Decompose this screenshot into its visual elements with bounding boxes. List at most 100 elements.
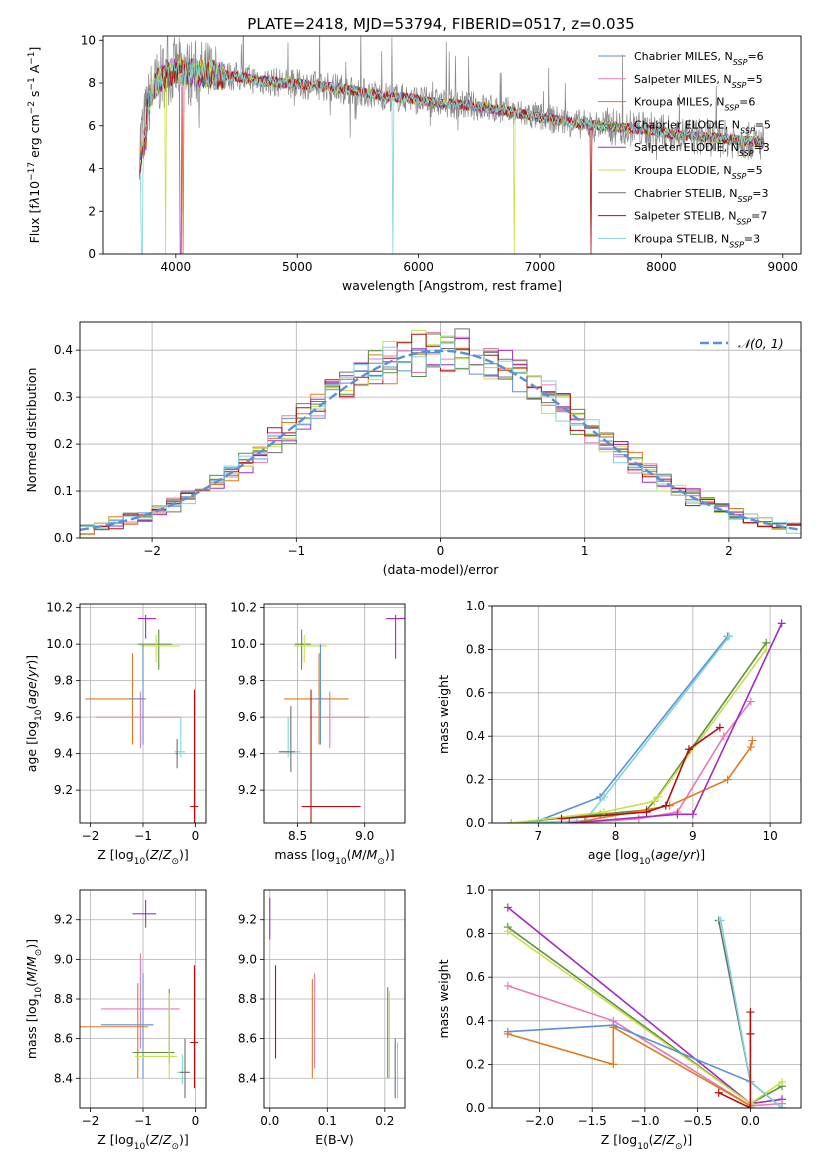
weight-point-marker xyxy=(650,797,659,806)
x-axis-label: mass [log10(M/M⊙)] xyxy=(274,847,394,867)
y-tick-label: 0.0 xyxy=(466,1101,485,1115)
y-tick-label: 1.0 xyxy=(466,883,485,897)
x-axis-label: E(B-V) xyxy=(315,1132,354,1147)
weight-point-marker xyxy=(746,1104,755,1108)
y-tick-label: 0.4 xyxy=(54,343,73,357)
mass-vs-ebv-panel: 0.0 0.1 0.2 8.4 8.6 8.8 9.0 9.2 E(B-V) xyxy=(238,889,406,1147)
y-tick-label: 9.8 xyxy=(238,674,257,688)
weight-point-marker xyxy=(725,632,734,641)
y-tick-label: 8.8 xyxy=(54,992,73,1006)
weight-line xyxy=(569,623,783,823)
legend-label: Salpeter STELIB, NSSP=7 xyxy=(634,210,767,227)
weight-point-marker xyxy=(557,814,566,823)
y-tick-label: 0.4 xyxy=(466,729,485,743)
y-tick-label: 8.6 xyxy=(54,1032,73,1046)
y-tick-label: 9.8 xyxy=(54,674,73,688)
y-tick-label: 0.2 xyxy=(466,773,485,787)
x-tick-label: −2.0 xyxy=(525,1114,554,1128)
x-tick-label: 0 xyxy=(192,1114,200,1128)
normal-curve-line xyxy=(80,349,801,531)
plot-area xyxy=(269,897,399,1099)
y-tick-label: 6 xyxy=(88,119,96,133)
x-tick-label: −2 xyxy=(82,1114,100,1128)
y-axis-label: Flux [fλ10−17 erg cm−2 s−1 A−1] xyxy=(27,47,42,244)
x-tick-label: −1 xyxy=(134,1114,152,1128)
histogram-step-line xyxy=(80,341,801,534)
weight-point-marker xyxy=(503,927,512,936)
y-tick-label: 8.6 xyxy=(238,1032,257,1046)
x-tick-label: 10 xyxy=(762,829,777,843)
weight-point-marker xyxy=(746,697,755,706)
plot-frame xyxy=(79,321,802,539)
weight-point-marker xyxy=(503,1029,512,1038)
y-tick-label: 0.1 xyxy=(54,484,73,498)
weight-point-marker xyxy=(778,1104,787,1108)
y-tick-label: 9.0 xyxy=(238,952,257,966)
y-tick-label: 2 xyxy=(88,204,96,218)
y-tick-label: 0.8 xyxy=(466,927,485,941)
x-tick-label: 8000 xyxy=(646,260,677,274)
legend-label: Chabrier STELIB, NSSP=3 xyxy=(634,187,768,204)
legend-label: 𝒩(0, 1) xyxy=(738,336,784,351)
plot-area xyxy=(139,36,765,254)
plot-frame xyxy=(79,889,207,1109)
y-tick-label: 1.0 xyxy=(466,599,485,613)
plot-frame xyxy=(263,603,406,824)
weight-point-marker xyxy=(746,1029,755,1038)
y-tick-label: 0.2 xyxy=(466,1057,485,1071)
weight-point-marker xyxy=(654,792,663,801)
weight-point-marker xyxy=(777,619,786,628)
legend-label: Kroupa ELODIE, NSSP=5 xyxy=(634,164,763,181)
x-tick-label: 0.2 xyxy=(375,1114,394,1128)
x-tick-label: 4000 xyxy=(161,260,192,274)
y-tick-label: 10.0 xyxy=(46,637,73,651)
x-tick-label: 8 xyxy=(612,829,620,843)
legend-label: Salpeter ELODIE, NSSP=3 xyxy=(634,141,770,158)
plot-frame xyxy=(79,603,207,824)
weight-point-marker xyxy=(746,743,755,752)
residuals-histogram-panel: −2 −1 0 1 2 0.0 0.1 0.2 0.3 0.4 (data-model)/error… xyxy=(24,321,802,577)
weight-point-marker xyxy=(572,819,581,823)
weight-point-marker xyxy=(661,801,670,810)
spectrum-panel: 4000 5000 6000 7000 8000 9000 0 2 4 6 8 10 wavelengt… xyxy=(27,33,802,293)
x-tick-label: −1 xyxy=(134,829,152,843)
x-tick-label: 0.0 xyxy=(741,1114,760,1128)
x-tick-label: −1 xyxy=(287,544,305,558)
weight-line xyxy=(507,1025,751,1107)
weight-vs-age-panel: 7 8 9 10 0.0 0.2 0.4 0.6 0.8 1.0 age [log10(age/yr… xyxy=(436,599,802,867)
x-tick-label: 8.5 xyxy=(288,829,307,843)
legend-label: Kroupa STELIB, NSSP=3 xyxy=(634,232,760,249)
y-tick-label: 9.4 xyxy=(54,747,73,761)
y-tick-label: 4 xyxy=(88,162,96,176)
y-tick-label: 8.4 xyxy=(54,1071,73,1085)
x-tick-label: −0.5 xyxy=(683,1114,712,1128)
weight-vs-metallicity-panel: −2.0 −1.5 −1.0 −0.5 0.0 0.0 0.2 0.4 0.6 0.8 1.0 Z [… xyxy=(436,883,802,1152)
x-axis-label: Z [log10(Z/Z⊙)] xyxy=(97,1132,189,1152)
legend-label: Kroupa MILES, NSSP=6 xyxy=(634,96,755,113)
y-tick-label: 9.0 xyxy=(54,952,73,966)
mass-vs-metallicity-panel: −2 −1 0 8.4 8.6 8.8 9.0 9.2 Z [log10(Z/Z⊙)] mass … xyxy=(24,889,207,1152)
y-tick-label: 0.2 xyxy=(54,437,73,451)
weight-line xyxy=(511,635,730,823)
x-tick-label: −2 xyxy=(82,829,100,843)
weight-point-marker xyxy=(503,903,512,912)
y-tick-label: 9.6 xyxy=(238,710,257,724)
x-tick-label: 0.1 xyxy=(318,1114,337,1128)
y-tick-label: 8.8 xyxy=(238,992,257,1006)
plot-area xyxy=(80,899,199,1099)
weight-point-marker xyxy=(609,1023,618,1032)
x-axis-label: wavelength [Angstrom, rest frame] xyxy=(342,278,562,293)
figure-title: PLATE=2418, MJD=53794, FIBERID=0517, z=0… xyxy=(247,15,634,33)
x-tick-label: 9 xyxy=(689,829,697,843)
weight-line xyxy=(720,920,783,1108)
plot-frame xyxy=(263,889,406,1109)
x-tick-label: 7 xyxy=(535,829,543,843)
weight-point-marker xyxy=(634,814,643,823)
y-tick-label: 0.6 xyxy=(466,686,485,700)
plot-area xyxy=(278,614,405,823)
weight-point-marker xyxy=(746,1008,755,1017)
weight-point-marker xyxy=(507,819,516,823)
y-tick-label: 10 xyxy=(81,33,96,47)
x-tick-label: 5000 xyxy=(282,260,313,274)
y-tick-label: 0.3 xyxy=(54,390,73,404)
